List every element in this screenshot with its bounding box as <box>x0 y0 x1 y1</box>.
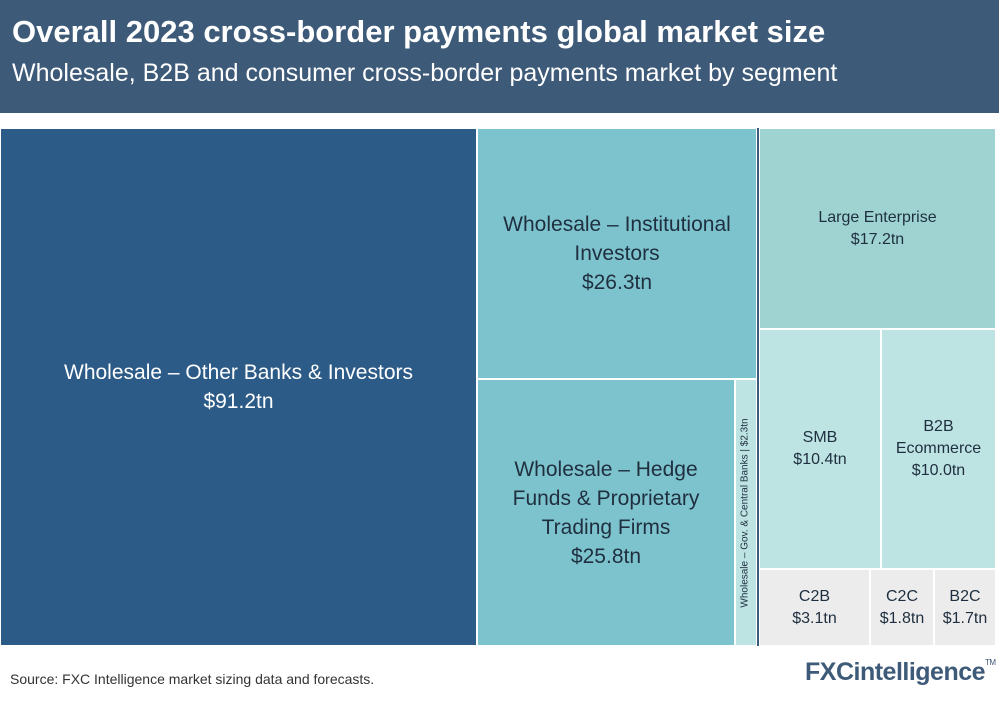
segment-label: C2B <box>798 587 831 605</box>
segment-value: $10.4tn <box>793 451 847 468</box>
segment-value: $17.2tn <box>850 230 905 248</box>
logo-trademark: TM <box>985 658 996 667</box>
treemap-tile-hedge-funds: Wholesale – Hedge Funds & Proprietary Tr… <box>477 379 735 646</box>
source-note: Source: FXC Intelligence market sizing d… <box>10 671 375 687</box>
segment-value: $10.0tn <box>911 462 966 479</box>
treemap-tile-c2c: C2C $1.8tn <box>870 569 934 646</box>
segment-value: $26.3tn <box>581 271 653 294</box>
segment-label: SMB <box>802 429 838 446</box>
chart-title: Overall 2023 cross-border payments globa… <box>12 14 826 49</box>
brand-logo: FXCintelligenceTM <box>805 658 996 687</box>
segment-label: B2C <box>949 587 981 605</box>
segment-label: Wholesale – Institutional Investors <box>503 213 731 265</box>
segment-label: C2C <box>885 587 918 605</box>
segment-value: $1.7tn <box>942 609 988 627</box>
segment-label: Wholesale – Hedge Funds & Proprietary Tr… <box>512 457 700 539</box>
segment-label: Large Enterprise <box>818 208 937 226</box>
treemap-tile-large-enterprise: Large Enterprise $17.2tn <box>759 128 996 329</box>
treemap-tile-other-banks: Wholesale – Other Banks & Investors $91.2… <box>0 128 477 646</box>
segment-value: $91.2tn <box>203 390 274 413</box>
wholesale-b2b-divider <box>757 128 759 646</box>
segment-label: Wholesale – Other Banks & Investors <box>64 361 413 384</box>
segment-value: $3.1tn <box>792 609 837 627</box>
header-banner: Overall 2023 cross-border payments globa… <box>0 0 999 113</box>
segment-value: $1.8tn <box>879 609 925 627</box>
treemap-tile-c2b: C2B $3.1tn <box>759 569 870 646</box>
segment-label: B2B Ecommerce <box>895 418 982 457</box>
logo-text: FXCintelligence <box>805 658 986 686</box>
treemap-tile-institutional: Wholesale – Institutional Investors $26.3… <box>477 128 757 379</box>
treemap-tile-b2b-ecommerce: B2B Ecommerce $10.0tn <box>881 329 996 569</box>
treemap-tile-b2c: B2C $1.7tn <box>934 569 996 646</box>
treemap-tile-gov-central: Wholesale – Gov. & Central Banks | $2.3t… <box>735 379 757 646</box>
segment-label: Wholesale – Gov. & Central Banks | $2.3t… <box>740 417 751 608</box>
segment-value: $25.8tn <box>570 544 642 568</box>
chart-subtitle: Wholesale, B2B and consumer cross-border… <box>12 59 838 87</box>
treemap-tile-smb: SMB $10.4tn <box>759 329 881 569</box>
